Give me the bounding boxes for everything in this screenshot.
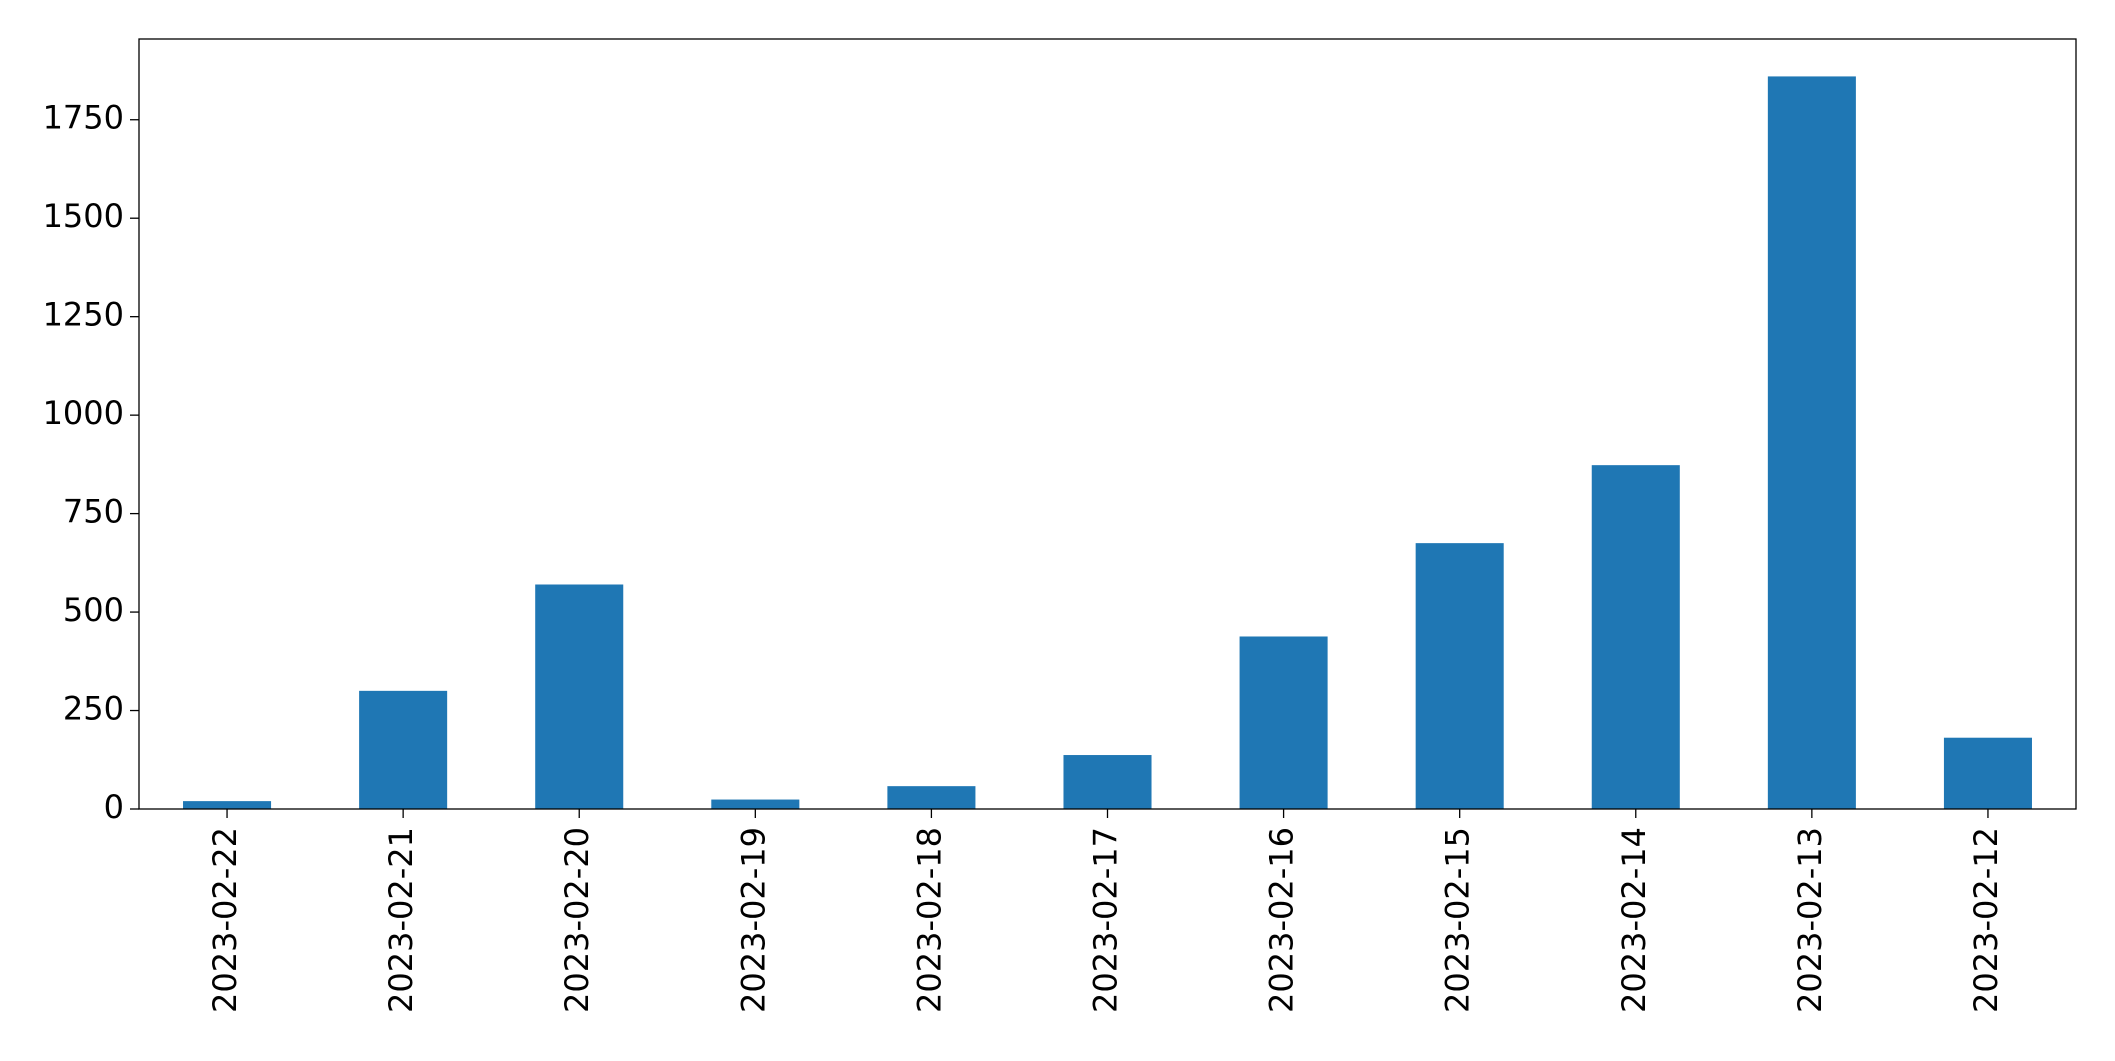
x-tick-label: 2023-02-20 — [558, 827, 596, 1013]
bar — [1943, 737, 2032, 809]
x-tick-label: 2023-02-12 — [1967, 827, 2005, 1013]
x-tick-label: 2023-02-19 — [734, 827, 772, 1013]
bar — [1063, 755, 1152, 809]
y-tick-label: 1500 — [43, 197, 124, 235]
x-tick-label: 2023-02-17 — [1087, 827, 1125, 1013]
bar — [359, 690, 448, 809]
bar — [1767, 76, 1856, 810]
x-tick-label: 2023-02-18 — [910, 827, 948, 1013]
y-tick-label: 500 — [63, 591, 124, 629]
x-tick-label: 2023-02-14 — [1615, 827, 1653, 1013]
bar — [1591, 465, 1680, 809]
x-tick-label: 2023-02-22 — [206, 827, 244, 1013]
y-tick-label: 1250 — [43, 296, 124, 334]
y-tick-label: 250 — [63, 690, 124, 728]
bar — [1415, 543, 1504, 809]
bar — [1239, 636, 1328, 809]
y-tick-label: 1750 — [43, 99, 124, 137]
bar — [535, 584, 624, 809]
y-tick-label: 1000 — [43, 394, 124, 432]
x-tick-label: 2023-02-16 — [1263, 827, 1301, 1013]
x-tick-label: 2023-02-15 — [1439, 827, 1477, 1013]
bar — [183, 801, 272, 809]
y-tick-label: 750 — [63, 493, 124, 531]
bar — [887, 786, 976, 809]
x-tick-label: 2023-02-21 — [382, 827, 420, 1013]
x-tick-label: 2023-02-13 — [1791, 827, 1829, 1013]
y-tick-label: 0 — [104, 788, 124, 826]
bar — [711, 799, 800, 809]
